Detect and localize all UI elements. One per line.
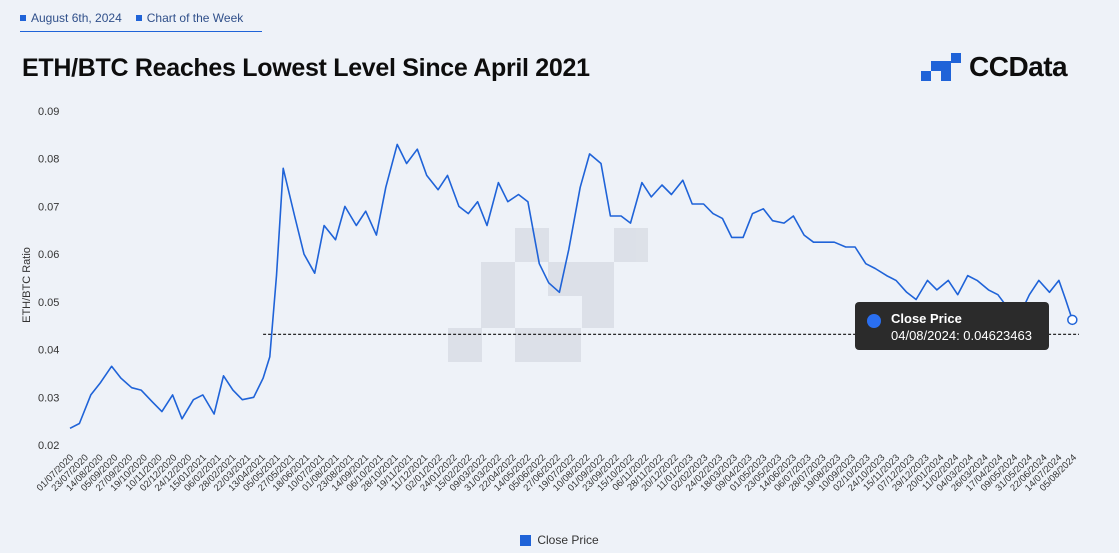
tooltip-series-name: Close Price (891, 311, 962, 326)
tooltip-value: 04/08/2024: 0.04623463 (891, 328, 1032, 343)
page-title: ETH/BTC Reaches Lowest Level Since April… (22, 54, 590, 82)
report-tag: Chart of the Week (146, 11, 244, 25)
y-axis-label: ETH/BTC Ratio (21, 247, 33, 323)
x-axis: 01/07/202023/07/202014/08/202005/09/2020… (35, 452, 1079, 493)
y-tick-label: 0.06 (38, 249, 59, 261)
report-date: August 6th, 2024 (31, 11, 122, 25)
square-icon (135, 15, 142, 21)
legend-label: Close Price (537, 533, 599, 547)
highlight-point[interactable] (1067, 314, 1078, 326)
tag-item: Chart of the Week (135, 11, 244, 25)
header-underline (20, 31, 262, 32)
y-tick-label: 0.09 (38, 106, 59, 118)
tooltip-series-dot (867, 314, 881, 328)
y-tick-label: 0.04 (38, 345, 59, 357)
y-tick-label: 0.05 (38, 297, 59, 309)
series-line-close-price (69, 143, 1074, 430)
chart-legend[interactable]: Close Price (0, 533, 1119, 547)
y-tick-label: 0.02 (38, 440, 59, 452)
y-tick-label: 0.07 (38, 201, 59, 213)
y-tick-label: 0.08 (38, 154, 59, 166)
brand-name: CCData (969, 51, 1068, 82)
ccdata-logo-icon (921, 53, 961, 81)
header-meta: August 6th, 2024 Chart of the Week (20, 11, 257, 25)
y-axis: 0.02 0.03 0.04 0.05 0.06 0.07 0.08 0.09 (38, 106, 59, 452)
square-icon (20, 15, 26, 21)
y-tick-label: 0.03 (38, 392, 59, 404)
tooltip: Close Price 04/08/2024: 0.04623463 (855, 302, 1049, 350)
legend-swatch (520, 534, 532, 546)
date-item: August 6th, 2024 (20, 11, 122, 25)
watermark (448, 228, 648, 362)
brand-logo: CCData (921, 51, 1068, 83)
